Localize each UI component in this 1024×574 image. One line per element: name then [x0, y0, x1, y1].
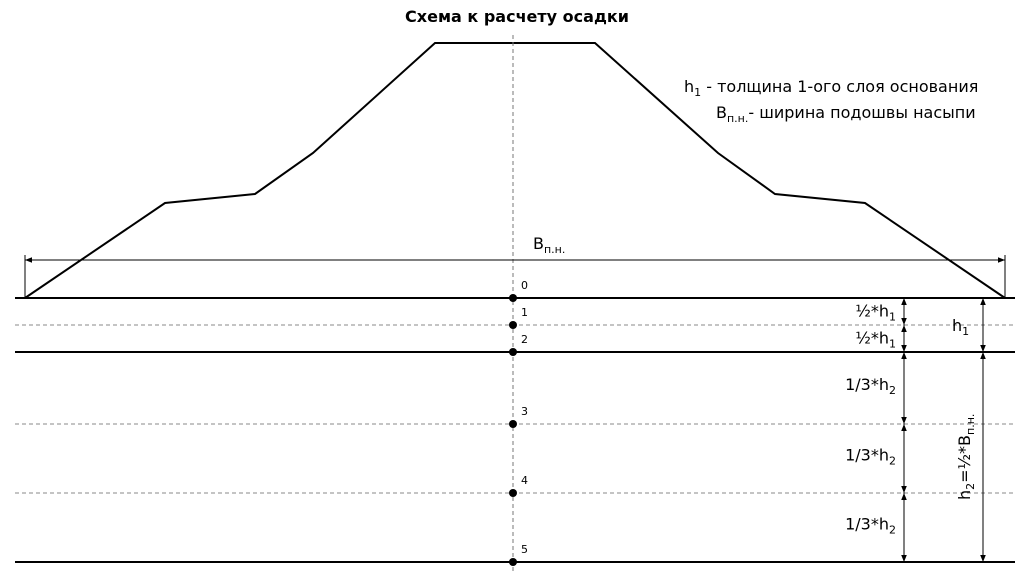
- embankment: [24, 42, 1006, 299]
- point: [509, 558, 517, 566]
- h2-label: h2=½*Bп.н.: [955, 414, 977, 500]
- legend-h1: h1 - толщина 1-ого слоя основания: [684, 77, 978, 99]
- point: [509, 294, 517, 302]
- point: [509, 348, 517, 356]
- width-label: Bп.н.: [533, 234, 565, 256]
- dimension-label: 1/3*h2: [845, 375, 896, 397]
- dimension-label: 1/3*h2: [845, 446, 896, 468]
- width-dimension: [24, 255, 1006, 298]
- point: [509, 489, 517, 497]
- point-label: 5: [521, 543, 528, 556]
- title: Схема к расчету осадки: [405, 7, 629, 26]
- dimension-label: ½*h1: [855, 329, 896, 351]
- point-label: 1: [521, 306, 528, 319]
- dimension-label: 1/3*h2: [845, 515, 896, 537]
- point: [509, 420, 517, 428]
- point-label: 2: [521, 333, 528, 346]
- dimension-label: ½*h1: [855, 302, 896, 324]
- point-label: 0: [521, 279, 528, 292]
- legend-b: Bп.н.- ширина подошвы насыпи: [716, 103, 976, 125]
- point-label: 4: [521, 474, 528, 487]
- point: [509, 321, 517, 329]
- point-label: 3: [521, 405, 528, 418]
- h1-label: h1: [952, 316, 969, 338]
